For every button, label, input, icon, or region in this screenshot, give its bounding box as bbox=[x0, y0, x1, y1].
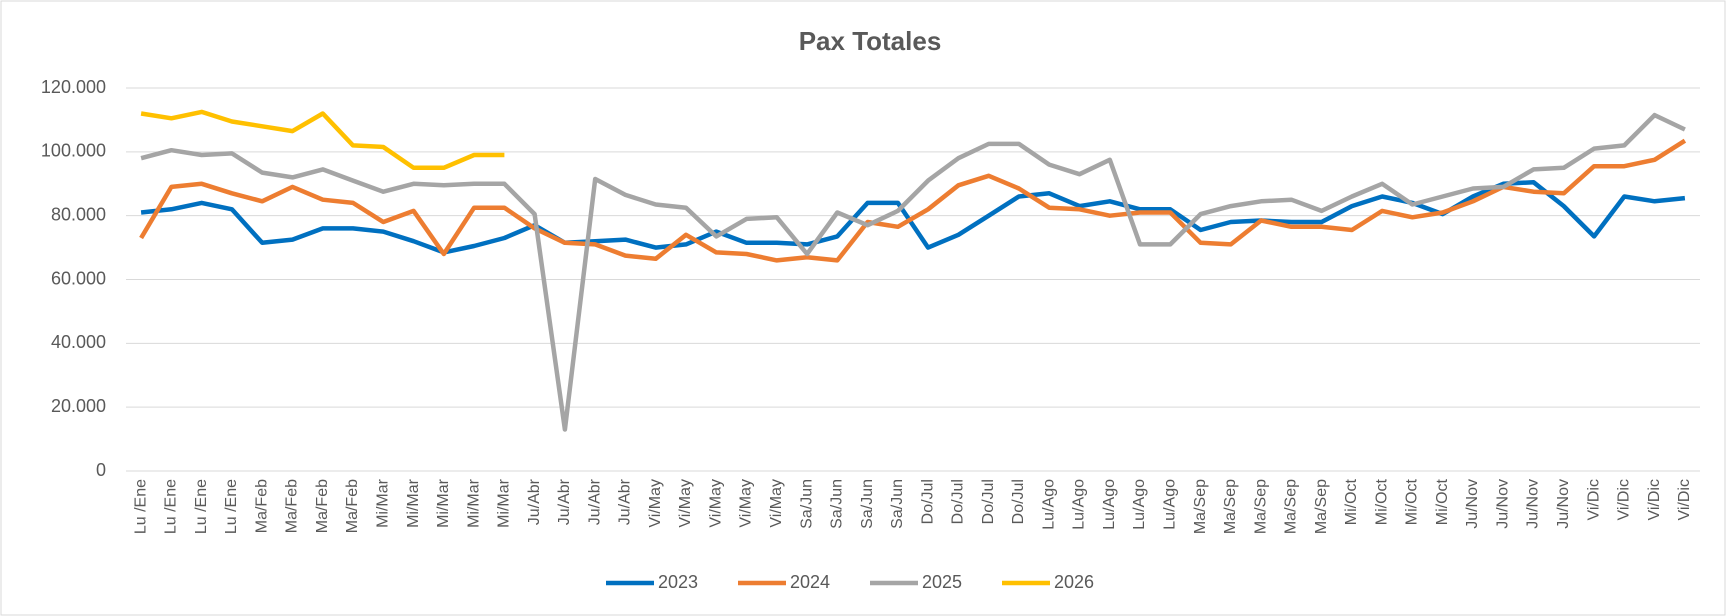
x-tick-label: Ma/Feb bbox=[284, 479, 301, 533]
x-tick-label: Vi/May bbox=[677, 479, 694, 528]
line-series bbox=[140, 179, 1686, 255]
x-tick-label: Ma/Sep bbox=[1192, 479, 1209, 534]
x-tick-label: Lu/Ago bbox=[1131, 479, 1148, 530]
x-tick-label: Ju/Abr bbox=[617, 478, 634, 525]
x-tick-label: Ju/Nov bbox=[1494, 479, 1511, 529]
x-tick-label: Ma/Feb bbox=[344, 479, 361, 533]
x-tick-label: Mi/Oct bbox=[1404, 478, 1421, 525]
x-tick-label: Mi/Oct bbox=[1373, 478, 1390, 525]
x-tick-label: Ma/Sep bbox=[1283, 479, 1300, 534]
line-series bbox=[140, 109, 505, 171]
legend-label: 2023 bbox=[658, 572, 698, 592]
y-tick-label: 40.000 bbox=[51, 332, 106, 352]
y-tick-label: 100.000 bbox=[41, 141, 106, 161]
x-tick-label: Ma/Sep bbox=[1222, 479, 1239, 534]
x-tick-label: Ju/Abr bbox=[526, 478, 543, 525]
y-tick-label: 120.000 bbox=[41, 77, 106, 97]
x-tick-label: Vi/May bbox=[738, 479, 755, 528]
x-tick-label: Do/Jul bbox=[950, 479, 967, 524]
legend-label: 2026 bbox=[1054, 572, 1094, 592]
x-tick-label: Lu/Ago bbox=[1071, 479, 1088, 530]
x-tick-label: Vi/May bbox=[647, 479, 664, 528]
x-tick-label: Vi/Dic bbox=[1585, 479, 1602, 521]
x-tick-label: Mi/Mar bbox=[375, 478, 392, 528]
x-tick-label: Vi/May bbox=[707, 479, 724, 528]
x-tick-label: Lu /Ene bbox=[132, 479, 149, 534]
x-tick-label: Lu /Ene bbox=[163, 479, 180, 534]
x-tick-label: Mi/Mar bbox=[405, 478, 422, 528]
x-tick-label: Lu/Ago bbox=[1162, 479, 1179, 530]
x-tick-label: Vi/Dic bbox=[1676, 479, 1693, 521]
x-tick-label: Ma/Feb bbox=[253, 479, 270, 533]
x-tick-label: Do/Jul bbox=[980, 479, 997, 524]
x-tick-label: Mi/Mar bbox=[435, 478, 452, 528]
x-tick-label: Sa/Jun bbox=[798, 479, 815, 529]
x-tick-label: Mi/Oct bbox=[1434, 478, 1451, 525]
x-tick-label: Ma/Feb bbox=[314, 479, 331, 533]
x-tick-label: Ma/Sep bbox=[1313, 479, 1330, 534]
line-series bbox=[139, 138, 1687, 263]
y-tick-label: 80.000 bbox=[51, 204, 106, 224]
x-tick-label: Do/Jul bbox=[1010, 479, 1027, 524]
x-tick-label: Sa/Jun bbox=[889, 479, 906, 529]
line-series bbox=[140, 112, 1686, 432]
chart-title: Pax Totales bbox=[799, 26, 942, 56]
x-tick-label: Mi/Mar bbox=[496, 478, 513, 528]
x-tick-label: Do/Jul bbox=[919, 479, 936, 524]
y-tick-label: 0 bbox=[96, 460, 106, 480]
x-tick-label: Lu/Ago bbox=[1101, 479, 1118, 530]
legend-label: 2024 bbox=[790, 572, 830, 592]
x-tick-label: Vi/Dic bbox=[1646, 479, 1663, 521]
x-tick-label: Lu /Ene bbox=[223, 479, 240, 534]
y-tick-label: 20.000 bbox=[51, 396, 106, 416]
x-tick-label: Lu /Ene bbox=[193, 479, 210, 534]
x-tick-label: Sa/Jun bbox=[859, 479, 876, 529]
x-tick-label: Mi/Mar bbox=[465, 478, 482, 528]
x-tick-label: Vi/May bbox=[768, 479, 785, 528]
legend-label: 2025 bbox=[922, 572, 962, 592]
x-tick-label: Ju/Nov bbox=[1555, 479, 1572, 529]
x-tick-label: Sa/Jun bbox=[829, 479, 846, 529]
x-tick-label: Lu/Ago bbox=[1040, 479, 1057, 530]
x-tick-label: Ju/Abr bbox=[586, 478, 603, 525]
x-tick-label: Mi/Oct bbox=[1343, 478, 1360, 525]
x-tick-label: Ju/Nov bbox=[1464, 479, 1481, 529]
y-tick-label: 60.000 bbox=[51, 268, 106, 288]
x-tick-label: Ju/Abr bbox=[556, 478, 573, 525]
x-tick-label: Vi/Dic bbox=[1616, 479, 1633, 521]
x-tick-label: Ju/Nov bbox=[1525, 479, 1542, 529]
x-tick-label: Ma/Sep bbox=[1252, 479, 1269, 534]
